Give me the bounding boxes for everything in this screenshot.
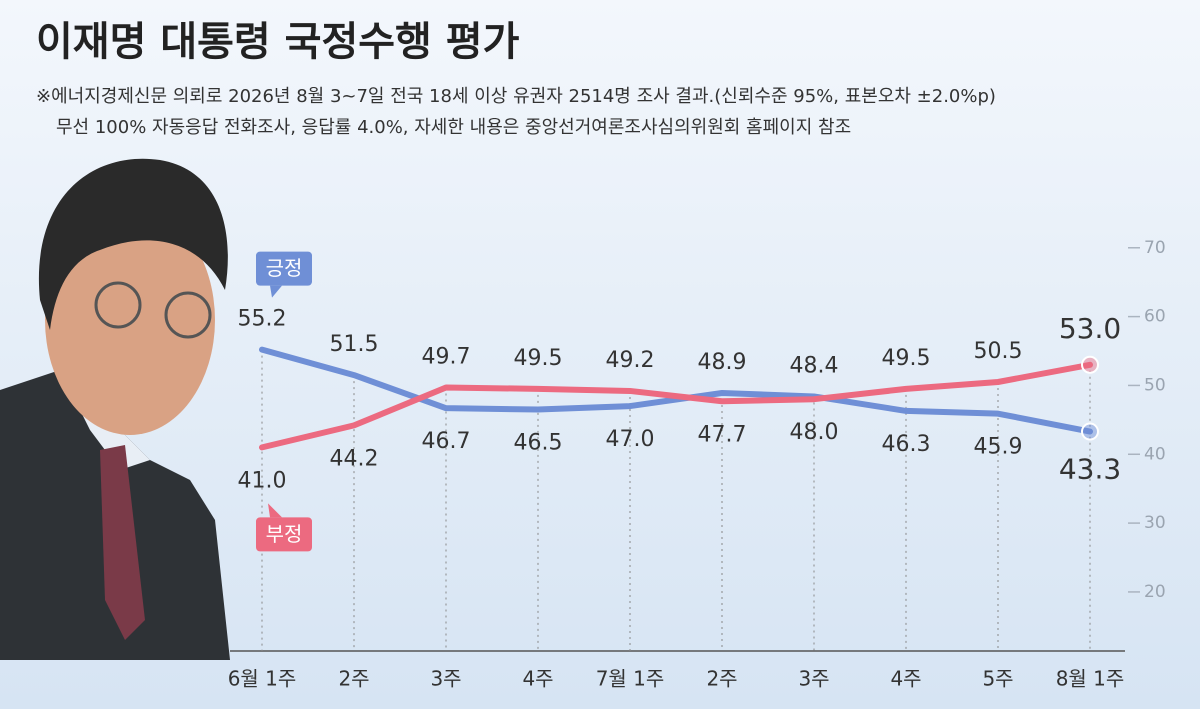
x-tick-label: 4주 — [890, 667, 921, 691]
y-tick-label: 30 — [1144, 513, 1166, 533]
end-point — [1081, 355, 1099, 374]
glasses — [164, 291, 212, 339]
legend-label: 긍정 — [266, 256, 303, 280]
legend-label: 부정 — [266, 522, 303, 546]
value-label: 46.7 — [422, 429, 471, 454]
value-label: 53.0 — [1059, 312, 1121, 345]
x-tick-label: 2주 — [338, 667, 369, 691]
x-tick-label: 2주 — [706, 667, 737, 691]
face — [45, 205, 215, 435]
x-tick-label: 6월 1주 — [228, 667, 297, 691]
chart-title: 이재명 대통령 국정수행 평가 — [36, 19, 520, 65]
tie — [100, 445, 145, 640]
legend-box — [256, 517, 312, 552]
hair — [38, 158, 228, 330]
value-label: 49.5 — [882, 346, 931, 371]
y-tick-label: 50 — [1144, 375, 1166, 395]
y-tick-label: 60 — [1144, 307, 1166, 327]
x-tick-label: 3주 — [430, 667, 461, 691]
legend-pointer — [268, 503, 282, 518]
value-label: 45.9 — [974, 435, 1023, 460]
end-point — [1081, 422, 1099, 441]
value-label: 48.0 — [790, 420, 839, 445]
value-label: 49.7 — [422, 344, 471, 369]
value-label: 48.9 — [698, 350, 747, 375]
value-label: 49.2 — [606, 348, 655, 373]
x-tick-label: 8월 1주 — [1056, 667, 1125, 691]
value-label: 51.5 — [330, 332, 379, 357]
value-label: 48.4 — [790, 353, 839, 378]
value-label: 49.5 — [514, 346, 563, 371]
value-label: 46.3 — [882, 432, 931, 457]
value-label: 47.7 — [698, 422, 747, 447]
y-tick-label: 70 — [1144, 238, 1166, 258]
x-tick-label: 7월 1주 — [596, 667, 665, 691]
value-label: 44.2 — [330, 446, 379, 471]
x-tick-label: 3주 — [798, 667, 829, 691]
y-tick-label: 20 — [1144, 582, 1166, 602]
value-label: 41.0 — [238, 468, 287, 493]
value-label: 46.5 — [514, 431, 563, 456]
line — [259, 361, 1093, 451]
x-tick-label: 5주 — [982, 667, 1013, 691]
legend-box — [256, 251, 312, 286]
value-label: 50.5 — [974, 339, 1023, 364]
line — [259, 346, 1093, 435]
glasses — [94, 281, 142, 329]
legend-pointer — [270, 285, 282, 298]
portrait — [0, 158, 230, 660]
value-label: 43.3 — [1059, 453, 1121, 486]
value-label: 47.0 — [606, 427, 655, 452]
subtitle: 무선 100% 자동응답 전화조사, 응답률 4.0%, 자세한 내용은 중앙선… — [56, 117, 851, 138]
y-tick-label: 40 — [1144, 444, 1166, 464]
x-tick-label: 4주 — [522, 667, 553, 691]
subtitle: ※에너지경제신문 의뢰로 2026년 8월 3~7일 전국 18세 이상 유권자… — [36, 86, 996, 107]
value-label: 55.2 — [238, 307, 287, 332]
